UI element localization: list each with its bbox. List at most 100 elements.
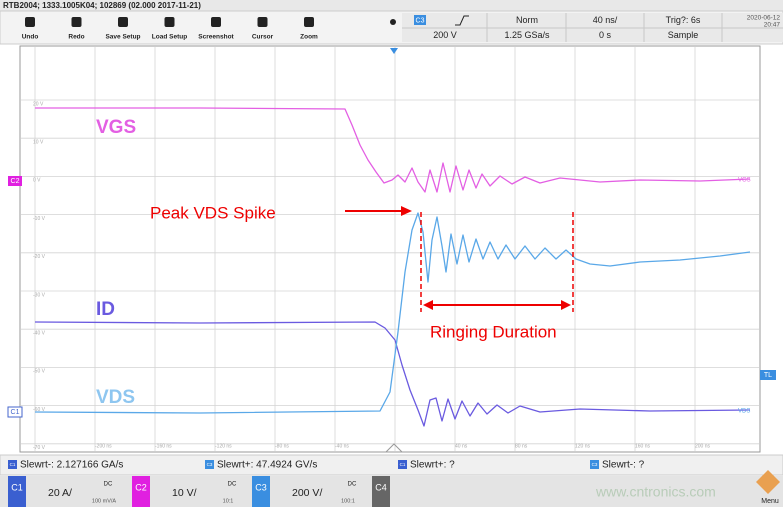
measurement-text: Slewrt+: ? [410, 460, 455, 471]
channel-name: C3 [255, 482, 267, 492]
x-grid-label: 200 ns [695, 443, 711, 449]
button-label[interactable]: Screenshot [198, 34, 234, 41]
ringing-arrow-left [423, 300, 433, 310]
button-icon [211, 17, 221, 27]
x-grid-label: 80 ns [515, 443, 528, 449]
trigger-level-marker [760, 370, 776, 380]
y-grid-label: 20 V [33, 101, 44, 107]
vgs-trace [35, 107, 751, 193]
x-grid-label: -160 ns [155, 443, 172, 449]
button-label[interactable]: Load Setup [152, 34, 187, 41]
channel-name: C1 [11, 482, 23, 492]
y-grid-label: -30 V [33, 292, 46, 298]
setting-mode: Norm [516, 15, 538, 25]
setting-date: 2020-06-12 [747, 15, 781, 22]
dynamic-content: 20 V 10 V 0 V -10 V -20 V -30 V -40 V -50 V -60 … [8, 13, 780, 507]
channel-name: C2 [135, 482, 147, 492]
channel-scale: 10 V/ [172, 487, 197, 499]
x-grid-label: -80 ns [275, 443, 289, 449]
y-grid-label: -50 V [33, 369, 46, 375]
measurement-badge-text: C1 [10, 462, 16, 467]
y-grid-label: -20 V [33, 254, 46, 260]
button-icon [304, 17, 314, 27]
setting-acquisition: Sample [668, 30, 699, 40]
x-grid-label: 160 ns [635, 443, 651, 449]
setting-offset: 0 s [599, 30, 612, 40]
channel-probe: 100:1 [341, 498, 355, 504]
trigger-pos [390, 48, 398, 54]
channel-tab[interactable] [252, 476, 270, 507]
vgs-end-label: VGS [738, 178, 751, 184]
measurement-text: Slewrt-: ? [602, 460, 645, 471]
button-icon [257, 17, 268, 27]
setting-channel: C3 [416, 17, 425, 24]
button-icon [71, 17, 82, 27]
vds-end-label: VDS [738, 409, 750, 415]
measurement-badge-text: C3 [592, 462, 598, 467]
y-grid-label: -70 V [33, 445, 46, 451]
ringing-arrow-right [561, 300, 571, 310]
channel-tab[interactable] [372, 476, 390, 507]
button-label[interactable]: Undo [22, 34, 39, 41]
peak-arrow-head [401, 206, 412, 216]
button-icon [25, 17, 35, 27]
grid [21, 47, 759, 451]
channel-coupling: DC [348, 482, 357, 488]
watermark: www.cntronics.com [595, 484, 716, 500]
x-grid-label: 120 ns [575, 443, 591, 449]
ringing-label: Ringing Duration [430, 322, 557, 341]
menu-label[interactable]: Menu [761, 498, 779, 505]
channel-scale: 20 A/ [48, 487, 72, 499]
channel-coupling: DC [228, 482, 237, 488]
measurement-text: Slewrt-: 2.127166 GA/s [20, 460, 123, 471]
channel-tab[interactable] [132, 476, 150, 507]
id-label: ID [96, 299, 115, 320]
time-ref [384, 443, 404, 453]
setting-trigger: Trig?: 6s [666, 15, 701, 25]
x-grid-label: -200 ns [95, 443, 112, 449]
button-icon [118, 17, 128, 27]
plot-area [19, 45, 761, 453]
measurement-badge [205, 460, 214, 469]
channel-tab[interactable] [8, 476, 26, 507]
measurement-badge [8, 460, 17, 469]
y-grid-label: 10 V [33, 140, 44, 146]
measurement-badge [590, 460, 599, 469]
y-grid-label: 0 V [33, 178, 41, 184]
measurement-badge-text: C1 [400, 462, 406, 467]
vds-trace [34, 212, 751, 414]
channel-name: C4 [375, 482, 387, 492]
y-grid-label: -40 V [33, 331, 46, 337]
channel-coupling: DC [104, 482, 113, 488]
c1-marker-text: C1 [11, 409, 20, 416]
setting-scale: 200 V [433, 30, 457, 40]
peak-label: Peak VDS Spike [150, 203, 276, 222]
c2-marker [8, 176, 22, 186]
channel-bar [0, 476, 783, 507]
channel-scale: 200 V/ [292, 487, 322, 499]
button-label[interactable]: Save Setup [105, 34, 140, 41]
title-text: RTB2004; 1333.1005K04; 102869 (02.000 20… [3, 1, 201, 10]
channel-badge [414, 15, 426, 25]
menu-icon[interactable] [756, 470, 780, 494]
vds-label: VDS [96, 387, 135, 408]
run-dot [390, 19, 396, 25]
title-bar [0, 0, 783, 11]
measurement-badge-text: C3 [207, 462, 213, 467]
channel-probe: 100 mV/A [92, 498, 116, 504]
c2-marker-text: C2 [11, 178, 20, 185]
button-label[interactable]: Redo [68, 34, 84, 41]
setting-sample_rate: 1.25 GSa/s [504, 30, 550, 40]
channel-probe: 10:1 [223, 498, 234, 504]
trigger-level-text: TL [764, 372, 772, 379]
x-grid-label: -120 ns [215, 443, 232, 449]
button-label[interactable]: Zoom [300, 34, 318, 41]
measurement-bar [0, 454, 783, 476]
id-trace [34, 321, 751, 427]
setting-time: 20:47 [764, 22, 781, 29]
button-label[interactable]: Cursor [252, 34, 274, 41]
setting-timebase: 40 ns/ [593, 15, 618, 25]
x-grid-label: -40 ns [335, 443, 349, 449]
